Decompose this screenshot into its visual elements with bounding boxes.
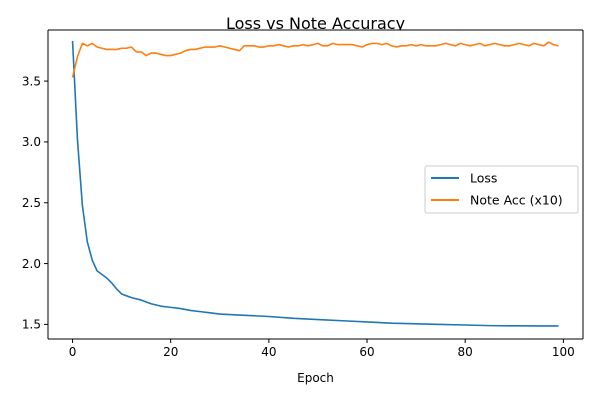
x-axis: 0 20 40 60 80 100	[69, 339, 575, 359]
x-tick-label: 80	[458, 345, 473, 359]
series-layer	[71, 40, 559, 327]
legend: Loss Note Acc (x10)	[424, 165, 579, 214]
x-tick-label: 0	[69, 345, 77, 359]
y-tick-label: 2.0	[22, 257, 41, 271]
y-tick-label: 3.0	[22, 135, 41, 149]
series-line-1	[71, 41, 559, 78]
x-tick-label: 60	[359, 345, 374, 359]
x-tick-label: 20	[163, 345, 178, 359]
y-tick-label: 1.5	[22, 318, 41, 332]
y-axis: 1.5 2.0 2.5 3.0 3.5	[22, 74, 48, 332]
x-tick-label: 100	[552, 345, 575, 359]
legend-box	[424, 165, 579, 214]
x-tick-label: 40	[261, 345, 276, 359]
series-line-0	[71, 40, 559, 327]
x-axis-label: Epoch	[297, 371, 334, 385]
legend-label-loss: Loss	[470, 171, 497, 186]
legend-label-note-acc: Note Acc (x10)	[470, 193, 563, 208]
y-tick-label: 3.5	[22, 74, 41, 88]
y-tick-label: 2.5	[22, 196, 41, 210]
chart-title: Loss vs Note Accuracy	[226, 14, 405, 33]
